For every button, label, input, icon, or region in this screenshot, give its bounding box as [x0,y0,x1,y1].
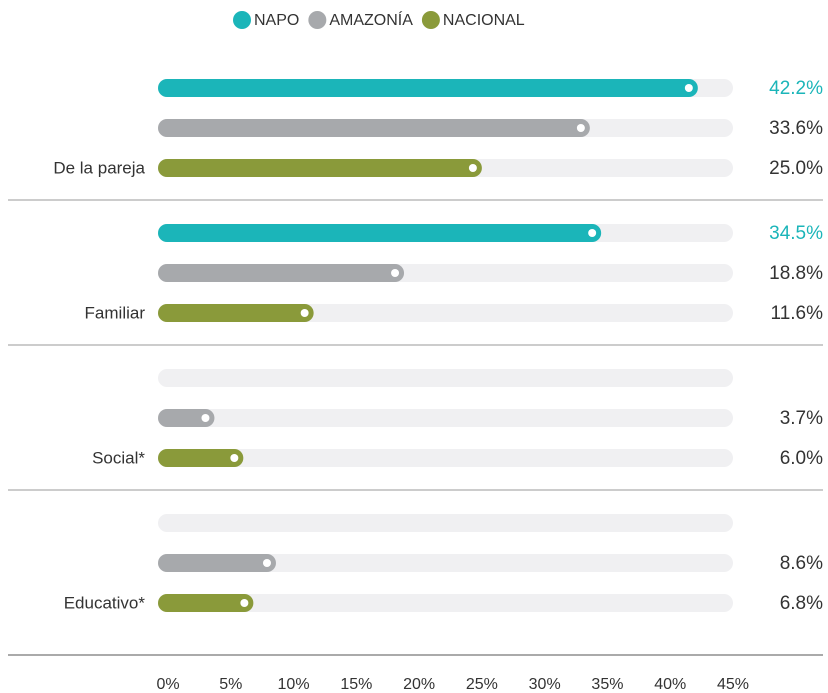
bar [158,119,590,137]
bar-track [158,514,733,532]
x-tick-label: 5% [219,676,242,693]
bar [158,594,254,612]
bar [158,224,602,242]
bar-dot [201,414,210,422]
category-label: Social* [92,448,145,467]
bar-dot [588,229,597,237]
bar-dot [230,454,239,462]
category-label: Educativo* [64,593,146,612]
x-tick-label: 40% [654,676,686,693]
legend-label: NAPO [254,12,299,29]
value-label: 18.8% [769,263,823,284]
legend-label: NACIONAL [443,12,525,29]
bar-track [158,369,733,387]
x-tick-label: 0% [156,676,179,693]
bar-dot [240,599,249,607]
bar-dot [391,269,400,277]
bar-dot [684,84,693,92]
bar [158,554,276,572]
x-tick-label: 20% [403,676,435,693]
value-label: 6.0% [780,448,823,469]
x-tick-label: 10% [278,676,310,693]
bar [158,409,215,427]
value-label: 8.6% [780,553,823,574]
bar-dot [262,559,271,567]
bar [158,449,244,467]
bar [158,264,405,282]
bar [158,304,314,322]
value-label: 33.6% [769,118,823,139]
bar-track [158,554,733,572]
bar-track [158,449,733,467]
legend-swatch [421,11,440,29]
legend-swatch [233,11,251,29]
x-tick-label: 25% [466,676,498,693]
x-tick-label: 30% [529,676,561,693]
x-tick-label: 35% [591,676,623,693]
bar-track [158,594,733,612]
bar-dot [468,164,477,172]
bar [158,79,698,97]
legend-label: AMAZONÍA [329,10,413,29]
value-label: 25.0% [769,158,823,179]
category-label: De la pareja [53,158,145,177]
value-label: 11.6% [771,303,824,324]
bar-dot [300,309,309,317]
value-label: 3.7% [780,408,823,429]
legend-swatch [308,11,327,29]
category-label: Familiar [85,303,146,322]
bar-dot [576,124,585,132]
bar [158,159,482,177]
bar-track [158,409,733,427]
value-label: 6.8% [780,593,823,614]
value-label: 42.2% [769,78,823,99]
value-label: 34.5% [769,223,823,244]
x-tick-label: 15% [340,676,372,693]
x-tick-label: 45% [717,676,749,693]
